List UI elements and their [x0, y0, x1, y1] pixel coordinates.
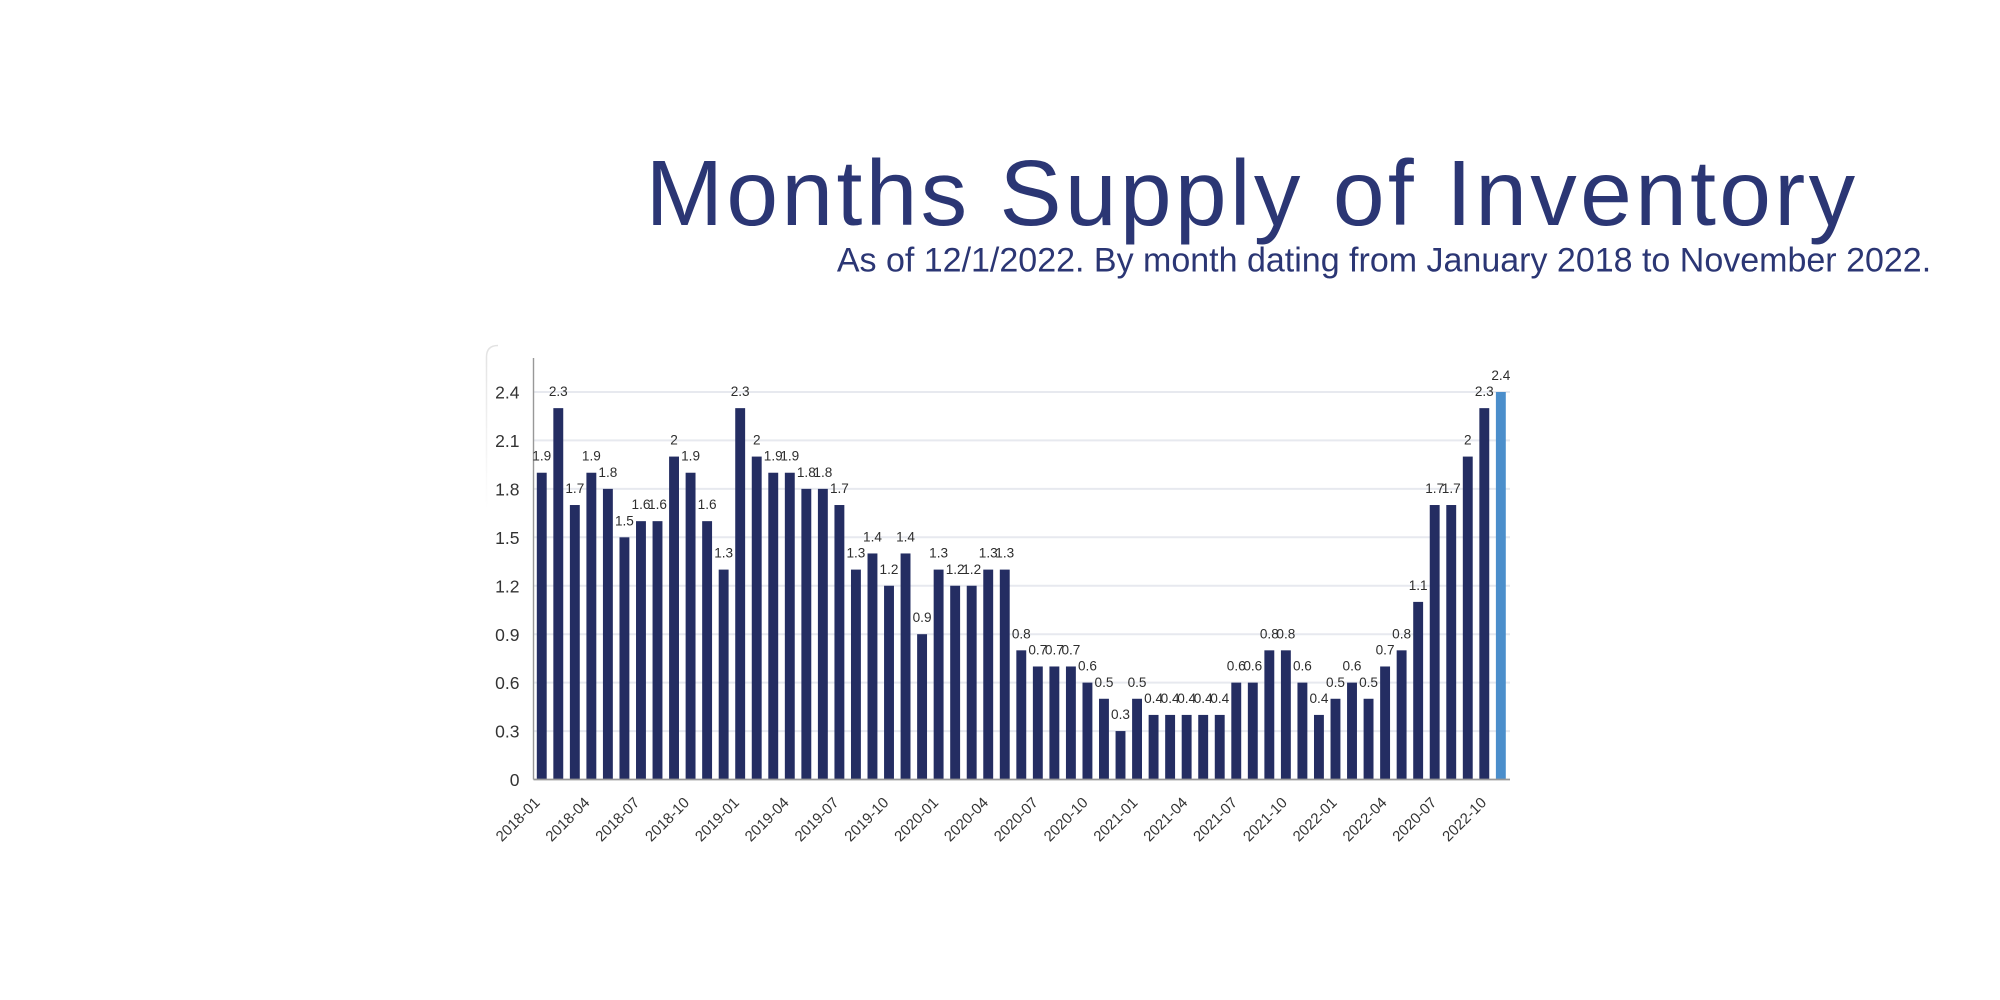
svg-text:1.2: 1.2 [946, 562, 965, 577]
svg-text:0.6: 0.6 [1243, 659, 1262, 674]
svg-text:0.6: 0.6 [1078, 659, 1097, 674]
svg-text:0.4: 0.4 [1177, 691, 1196, 706]
svg-text:0.5: 0.5 [1326, 675, 1345, 690]
svg-text:1.3: 1.3 [979, 546, 998, 561]
svg-text:0.6: 0.6 [495, 673, 519, 693]
svg-text:0.8: 0.8 [1012, 626, 1031, 641]
svg-text:1.8: 1.8 [813, 465, 832, 480]
svg-text:0.9: 0.9 [913, 610, 932, 625]
svg-text:1.5: 1.5 [495, 528, 519, 548]
svg-text:0.9: 0.9 [495, 625, 519, 645]
svg-text:2.4: 2.4 [495, 383, 520, 403]
svg-text:1.7: 1.7 [830, 481, 849, 496]
svg-text:1.7: 1.7 [1442, 481, 1461, 496]
svg-text:0.3: 0.3 [1111, 707, 1130, 722]
svg-text:0.5: 0.5 [1128, 675, 1147, 690]
svg-text:2: 2 [670, 433, 678, 448]
svg-text:0.7: 0.7 [1045, 642, 1064, 657]
svg-text:2.1: 2.1 [495, 431, 519, 451]
svg-text:0.8: 0.8 [1392, 626, 1411, 641]
svg-text:2.3: 2.3 [549, 384, 568, 399]
svg-text:1.6: 1.6 [632, 497, 651, 512]
svg-text:1.3: 1.3 [929, 546, 948, 561]
svg-text:0.3: 0.3 [495, 722, 519, 742]
svg-text:1.9: 1.9 [780, 449, 799, 464]
svg-text:0.8: 0.8 [1276, 626, 1295, 641]
svg-text:1.5: 1.5 [615, 513, 634, 528]
svg-text:0.4: 0.4 [1194, 691, 1213, 706]
svg-text:2: 2 [753, 433, 761, 448]
svg-text:0.4: 0.4 [1144, 691, 1163, 706]
svg-text:As of 12/1/2022. By month dati: As of 12/1/2022. By month dating from Ja… [837, 242, 1931, 280]
svg-text:1.7: 1.7 [1425, 481, 1444, 496]
svg-text:0.4: 0.4 [1309, 691, 1328, 706]
svg-text:0.6: 0.6 [1343, 659, 1362, 674]
svg-text:0.7: 0.7 [1061, 642, 1080, 657]
svg-text:1.9: 1.9 [764, 449, 783, 464]
svg-text:0.5: 0.5 [1095, 675, 1114, 690]
svg-text:1.6: 1.6 [698, 497, 717, 512]
svg-text:1.8: 1.8 [598, 465, 617, 480]
svg-text:1.7: 1.7 [565, 481, 584, 496]
svg-text:2: 2 [1464, 433, 1472, 448]
svg-text:0.5: 0.5 [1359, 675, 1378, 690]
svg-text:0.7: 0.7 [1376, 642, 1395, 657]
svg-text:2.3: 2.3 [731, 384, 750, 399]
svg-text:0.6: 0.6 [1293, 659, 1312, 674]
svg-text:2.4: 2.4 [1491, 368, 1510, 383]
svg-text:1.2: 1.2 [880, 562, 899, 577]
svg-text:0.7: 0.7 [1028, 642, 1047, 657]
svg-text:1.9: 1.9 [681, 449, 700, 464]
svg-text:1.8: 1.8 [495, 480, 519, 500]
svg-text:0.4: 0.4 [1161, 691, 1180, 706]
svg-text:2.3: 2.3 [1475, 384, 1494, 399]
svg-text:1.1: 1.1 [1409, 578, 1428, 593]
svg-text:0: 0 [510, 770, 520, 790]
svg-text:1.6: 1.6 [648, 497, 667, 512]
svg-text:1.2: 1.2 [962, 562, 981, 577]
svg-text:1.2: 1.2 [495, 576, 519, 596]
svg-text:1.8: 1.8 [797, 465, 816, 480]
svg-text:1.3: 1.3 [995, 546, 1014, 561]
svg-text:Months Supply of Inventory: Months Supply of Inventory [646, 141, 1859, 245]
svg-text:1.4: 1.4 [863, 529, 882, 544]
svg-text:0.4: 0.4 [1210, 691, 1229, 706]
svg-text:0.8: 0.8 [1260, 626, 1279, 641]
svg-text:0.6: 0.6 [1227, 659, 1246, 674]
svg-text:1.4: 1.4 [896, 529, 915, 544]
svg-text:1.9: 1.9 [532, 449, 551, 464]
svg-text:1.3: 1.3 [714, 546, 733, 561]
svg-text:1.9: 1.9 [582, 449, 601, 464]
svg-text:1.3: 1.3 [846, 546, 865, 561]
